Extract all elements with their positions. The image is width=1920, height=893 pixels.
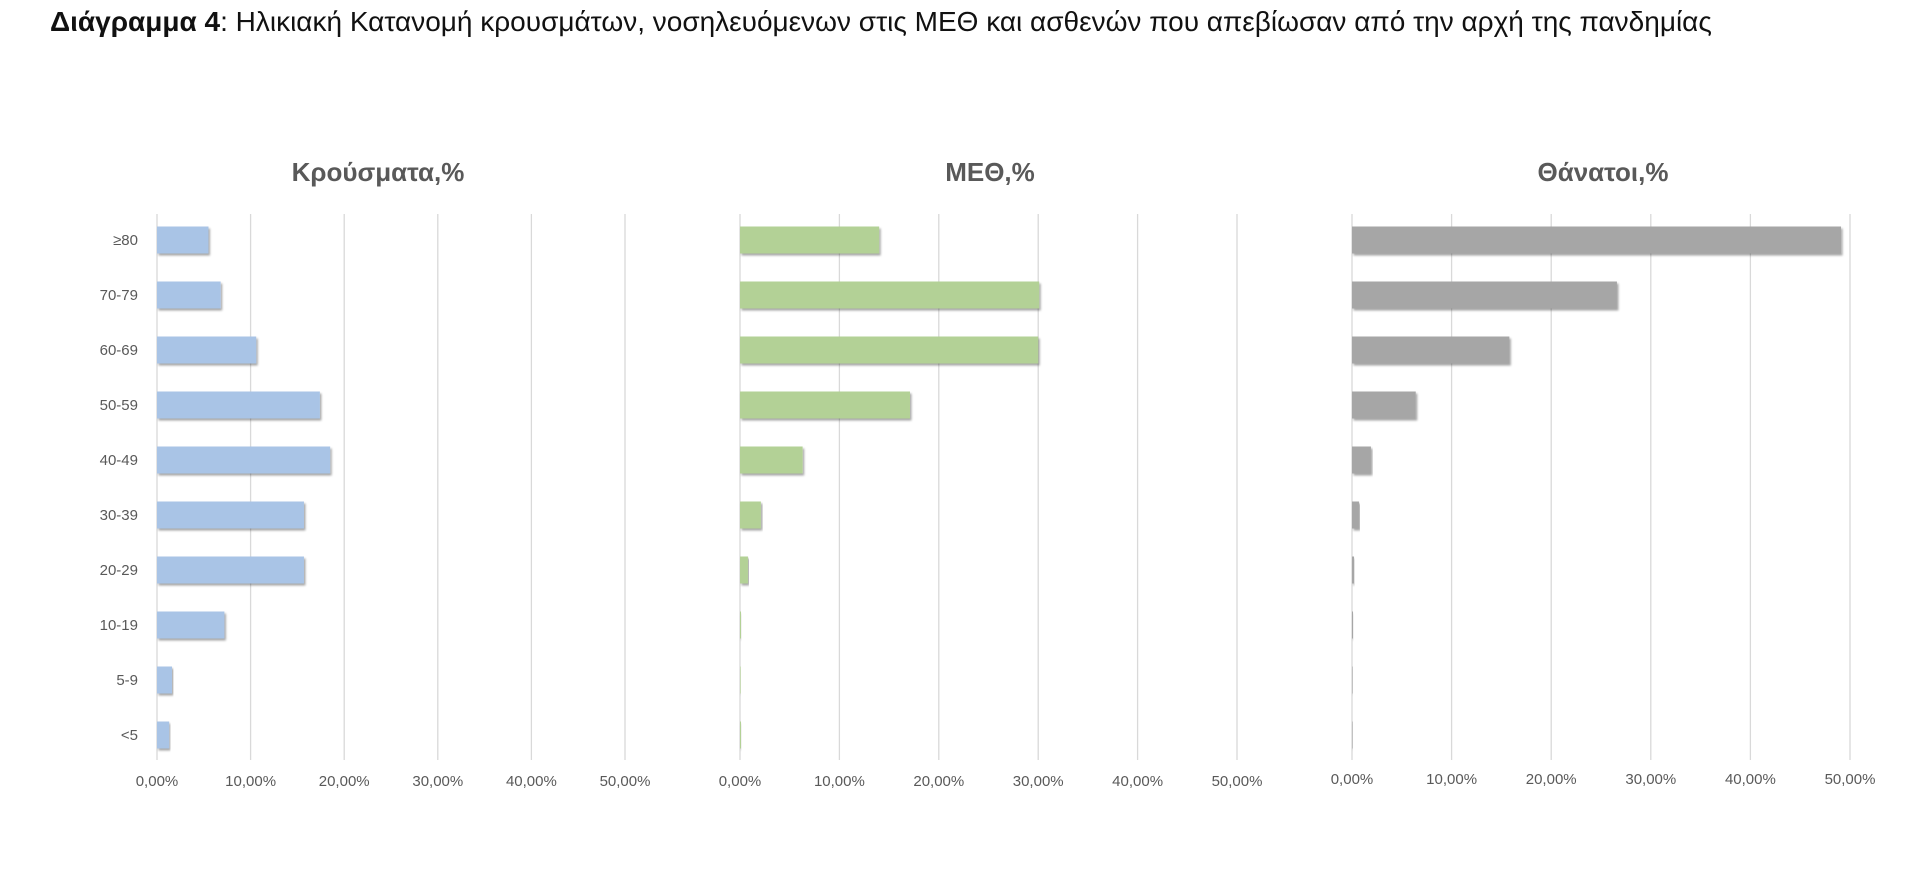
bar-icu: [740, 281, 1040, 309]
bar-icu: [740, 391, 910, 419]
bar-cases: [157, 226, 209, 254]
bar-cases: [157, 611, 225, 639]
chart-title: Κρούσματα,%: [292, 157, 465, 187]
bar-deaths: [1352, 336, 1510, 364]
bar-cases: [157, 556, 304, 584]
category-label: 10-19: [100, 617, 138, 634]
bar-cases: [157, 721, 170, 749]
bar-icu: [740, 556, 748, 584]
x-tick-label: 20,00%: [1526, 771, 1577, 788]
chart-title: Θάνατοι,%: [1538, 157, 1669, 187]
bar-deaths: [1352, 721, 1353, 749]
x-tick-label: 10,00%: [225, 773, 276, 790]
chart-panel-cases: Κρούσματα,% 0,00% 10,00% 20,00% 30,00% 40,00%…: [100, 157, 651, 790]
category-label: 30-39: [100, 507, 138, 524]
bar-icu: [740, 721, 741, 749]
bar-icu: [740, 226, 880, 254]
x-tick-label: 0,00%: [136, 773, 179, 790]
page-title: Διάγραμμα 4: Ηλικιακή Κατανομή κρουσμάτω…: [50, 6, 1712, 38]
bar-cases: [157, 666, 172, 694]
bar-icu: [740, 666, 741, 694]
bar-icu: [740, 336, 1039, 364]
bar-cases: [157, 336, 257, 364]
bar-cases: [157, 391, 320, 419]
x-tick-label: 50,00%: [1212, 773, 1263, 790]
bar-cases: [157, 281, 221, 309]
bar-icu: [740, 446, 803, 474]
x-tick-label: 40,00%: [1112, 773, 1163, 790]
bar-deaths: [1352, 611, 1353, 639]
bar-deaths: [1352, 446, 1371, 474]
bar-deaths: [1352, 391, 1416, 419]
x-tick-label: 30,00%: [1013, 773, 1064, 790]
x-tick-label: 20,00%: [913, 773, 964, 790]
x-tick-label: 0,00%: [1331, 771, 1374, 788]
bar-deaths: [1352, 666, 1353, 694]
bar-deaths: [1352, 501, 1359, 529]
x-tick-label: 0,00%: [719, 773, 762, 790]
x-tick-label: 30,00%: [412, 773, 463, 790]
category-label: <5: [121, 727, 138, 744]
x-tick-label: 30,00%: [1625, 771, 1676, 788]
x-tick-label: 20,00%: [319, 773, 370, 790]
figure-caption: : Ηλικιακή Κατανομή κρουσμάτων, νοσηλευό…: [220, 6, 1712, 37]
x-tick-label: 50,00%: [600, 773, 651, 790]
category-label: ≥80: [113, 232, 138, 249]
bar-icu: [740, 611, 741, 639]
x-tick-label: 40,00%: [1725, 771, 1776, 788]
bar-deaths: [1352, 226, 1842, 254]
category-label: 5-9: [116, 672, 138, 689]
chart-panel-deaths: Θάνατοι,% 0,00% 10,00% 20,00% 30,00% 40,00% 50…: [1331, 157, 1876, 788]
category-label: 20-29: [100, 562, 138, 579]
chart-title: ΜΕΘ,%: [945, 157, 1035, 187]
category-label: 70-79: [100, 287, 138, 304]
category-label: 40-49: [100, 452, 138, 469]
bar-cases: [157, 501, 304, 529]
figure-number: Διάγραμμα 4: [50, 6, 221, 37]
chart-panel-icu: ΜΕΘ,% 0,00% 10,00% 20,00% 30,00% 40,00% 50,00%: [719, 157, 1263, 790]
bar-icu: [740, 501, 761, 529]
bar-deaths: [1352, 556, 1354, 584]
x-tick-label: 10,00%: [814, 773, 865, 790]
bar-cases: [157, 446, 331, 474]
x-tick-label: 50,00%: [1825, 771, 1876, 788]
x-tick-label: 10,00%: [1426, 771, 1477, 788]
category-label: 50-59: [100, 397, 138, 414]
category-label: 60-69: [100, 342, 138, 359]
bar-deaths: [1352, 281, 1617, 309]
x-tick-label: 40,00%: [506, 773, 557, 790]
